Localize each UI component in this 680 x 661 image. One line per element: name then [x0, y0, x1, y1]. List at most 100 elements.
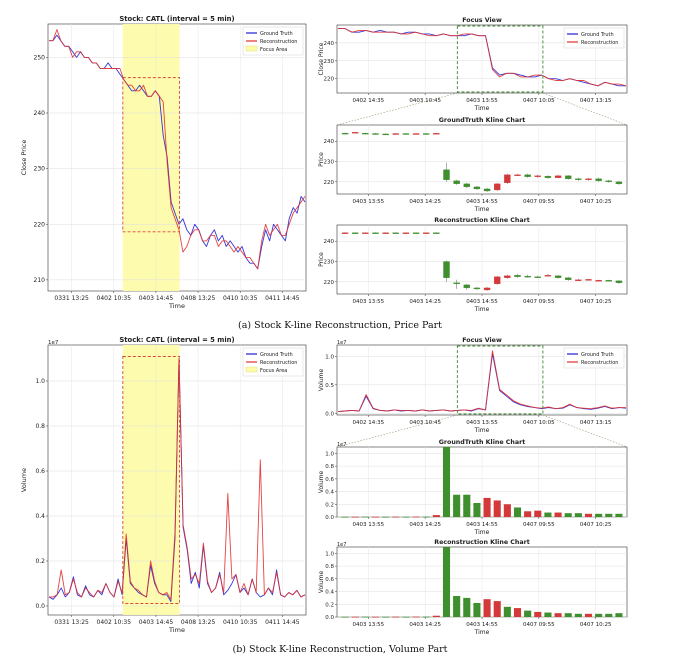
volume_main-xtick-label: 0402 10:35 — [97, 619, 132, 626]
price_kline_rec-xtick-label: 0403 14:25 — [409, 299, 441, 305]
price_focus-chart — [335, 24, 628, 95]
price_kline_rec-candle — [352, 232, 359, 234]
volume_kline_rec-title: Reconstruction Kline Chart — [434, 539, 530, 546]
volume_kline_rec-volume-bar — [432, 615, 440, 617]
volume_focus-yscale: 1e7 — [337, 340, 346, 346]
volume_kline_gt-volume-bar — [524, 511, 532, 517]
volume_kline_rec-xlabel: Time — [474, 629, 490, 636]
volume_kline_gt-volume-bar — [463, 494, 471, 517]
price_kline_rec-candle — [382, 232, 389, 234]
volume_kline_gt-volume-bar — [493, 500, 501, 517]
price_focus-ytick-label: 240 — [324, 41, 335, 47]
price_kline_rec-chart — [335, 224, 628, 296]
price_main-xtick-label: 0402 10:35 — [97, 295, 132, 302]
price_kline_gt-xlabel: Time — [474, 206, 490, 213]
volume_kline_gt-volume-bar — [574, 513, 582, 517]
volume_kline_rec-volume-bar — [453, 596, 461, 617]
price_kline_gt-candle — [392, 133, 399, 135]
price_kline_gt-candle — [463, 183, 470, 188]
volume_kline_rec-chart — [335, 546, 628, 619]
price_kline_rec-candle — [402, 232, 410, 234]
price_kline_rec-candle — [341, 232, 349, 234]
volume_focus-title: Focus View — [462, 337, 502, 344]
volume_focus-xtick-label: 0402 14:35 — [353, 420, 385, 426]
volume_focus-xtick-label: 0403 13:55 — [466, 420, 498, 426]
price_main-xlabel: Time — [168, 302, 185, 310]
price_kline_rec-candle — [392, 232, 399, 234]
volume_kline_rec-volume-bar — [341, 616, 349, 618]
price_kline_rec-ytick-label: 230 — [324, 260, 335, 266]
price_kline_gt-ytick-label: 230 — [324, 160, 335, 166]
price_focus-legend-label: Reconstruction — [581, 40, 618, 46]
volume_kline_rec-ytick-label: 0.2 — [325, 602, 334, 608]
price_main-series-rec — [49, 29, 306, 270]
volume_kline_rec-volume-bar — [574, 613, 582, 617]
volume_kline_rec-volume-bar — [412, 616, 420, 618]
volume_kline_rec-ytick-label: 0.8 — [325, 564, 334, 570]
volume_main-xtick-label: 0408 13:25 — [181, 619, 216, 626]
volume_main-yscale: 1e7 — [48, 340, 59, 346]
price_kline_rec-ytick-label: 240 — [324, 239, 335, 245]
volume_kline_rec-volume-bar — [534, 611, 542, 617]
price_kline_rec-xtick-label: 0403 14:55 — [466, 299, 498, 305]
price_kline_rec-candle — [494, 276, 501, 285]
volume_kline_gt-chart — [335, 446, 628, 519]
volume_kline_rec-volume-bar — [615, 613, 623, 617]
volume_focus-xtick-label: 0407 10:05 — [523, 420, 555, 426]
price_main-ytick-label: 210 — [34, 277, 46, 284]
price_main-focus-area — [122, 24, 180, 291]
volume_kline_gt-ytick-label: 0.2 — [325, 502, 334, 508]
volume_focus-legend-label: Ground Truth — [581, 352, 614, 358]
price_kline_rec-ylabel: Price — [318, 252, 325, 267]
volume_focus-series-rec — [337, 350, 626, 413]
volume_focus-ytick-label: 0.0 — [325, 411, 334, 417]
price_kline_gt-candle — [473, 186, 481, 190]
price_focus-title: Focus View — [462, 17, 502, 24]
price_kline_rec-candle — [575, 279, 582, 281]
volume_kline_rec-volume-bar — [605, 613, 613, 617]
volume_kline_gt-ytick-label: 0.4 — [325, 490, 334, 496]
price_focus-series-rec — [338, 28, 627, 87]
volume_kline_rec-xtick-label: 0407 09:55 — [523, 622, 555, 628]
price_main-xtick-label: 0410 10:35 — [223, 295, 258, 302]
price_kline_rec-candle — [362, 232, 369, 234]
price_kline_rec-candle — [514, 275, 521, 277]
price_kline_rec-xtick-label: 0403 13:55 — [353, 299, 385, 305]
volume_kline_rec-ytick-label: 1.0 — [325, 551, 334, 557]
price_kline_gt-candle — [412, 133, 420, 135]
volume_kline_gt-xtick-label: 0403 14:25 — [409, 522, 441, 528]
price_main-legend-label: Ground Truth — [260, 31, 293, 37]
price_kline_gt-candle — [362, 132, 369, 135]
price_kline_rec-candle — [544, 275, 552, 277]
price_main-legend-label: Focus Area — [260, 47, 287, 53]
price_focus-ytick-label: 220 — [324, 77, 335, 83]
price_kline_gt-candle — [402, 133, 410, 135]
price_kline_gt-candle — [433, 133, 440, 135]
price_kline_gt-candle — [534, 175, 541, 177]
price_kline_gt-candle — [504, 174, 511, 183]
volume_main-xtick-label: 0411 14:45 — [265, 619, 300, 626]
price_kline_rec-candle — [483, 287, 491, 291]
price_focus-ylabel: Close Price — [318, 42, 325, 75]
volume_kline_gt-volume-bar — [422, 516, 430, 518]
volume_kline_rec-xtick-label: 0403 14:55 — [466, 622, 498, 628]
volume_main-legend-label: Reconstruction — [260, 360, 297, 366]
volume_kline_rec-ytick-label: 0.4 — [325, 590, 334, 596]
volume_kline_gt-volume-bar — [483, 497, 491, 517]
volume_kline_rec-volume-bar — [544, 612, 552, 617]
volume_kline_gt-volume-bar — [615, 513, 623, 517]
volume_kline_gt-volume-bar — [503, 504, 511, 517]
volume_focus-chart — [335, 344, 628, 417]
price_main-xtick-label: 0408 13:25 — [181, 295, 216, 302]
price_kline_gt-candle — [443, 169, 450, 180]
volume_focus-zoom-box — [456, 345, 544, 415]
price_focus-xtick-label: 0403 13:55 — [466, 98, 498, 104]
volume_main-ytick-label: 0.6 — [35, 468, 45, 475]
volume_kline_gt-volume-bar — [361, 516, 369, 518]
volume_kline_rec-volume-bar — [442, 547, 451, 617]
price_main-xtick-label: 0403 14:45 — [139, 295, 174, 302]
volume_kline_gt-ytick-label: 0.0 — [325, 515, 334, 521]
price_kline_rec-candle — [565, 277, 572, 280]
volume_kline_rec-xtick-label: 0407 10:25 — [580, 622, 612, 628]
volume_kline_rec-volume-bar — [392, 616, 400, 618]
